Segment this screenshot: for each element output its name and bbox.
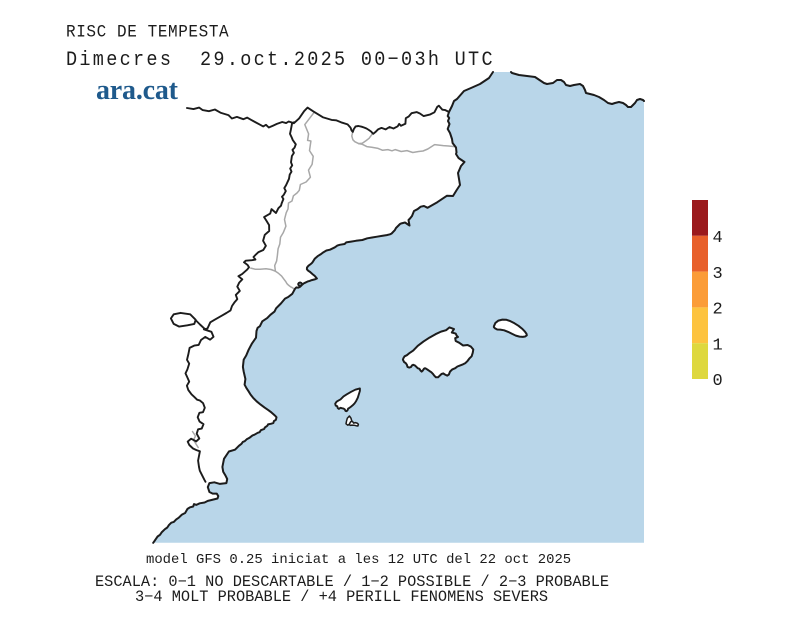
- svg-text:1: 1: [713, 336, 723, 355]
- svg-text:0: 0: [713, 372, 723, 391]
- svg-text:2: 2: [713, 301, 723, 320]
- svg-text:3: 3: [713, 265, 723, 284]
- svg-text:4: 4: [713, 229, 723, 248]
